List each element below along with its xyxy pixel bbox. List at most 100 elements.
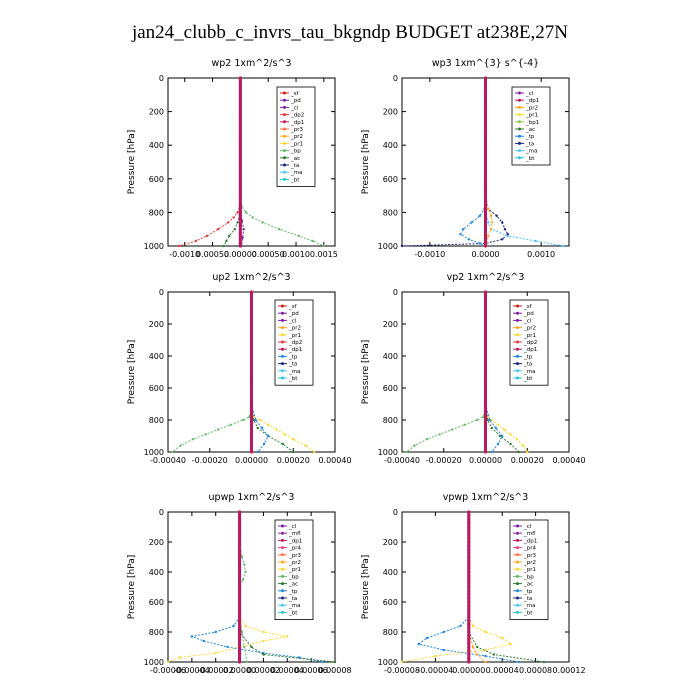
y-tick-label: 600 <box>149 175 164 184</box>
data-point <box>232 624 235 628</box>
zero-profile-marker <box>483 194 488 198</box>
zero-profile-marker <box>483 219 488 223</box>
zero-profile-marker <box>237 525 242 529</box>
data-point <box>304 444 307 447</box>
zero-profile-marker <box>483 438 488 442</box>
y-tick-label: 400 <box>149 352 164 361</box>
zero-profile-marker <box>238 198 242 202</box>
legend-label: _pr1 <box>525 113 538 119</box>
data-point <box>463 423 466 426</box>
zero-profile-marker <box>483 378 488 382</box>
zero-profile-marker <box>238 76 242 80</box>
y-tick-label: 0 <box>393 74 398 83</box>
x-tick-label: -0.0010 <box>169 250 200 259</box>
zero-profile-marker <box>467 641 471 645</box>
zero-profile-marker <box>483 118 488 122</box>
data-point <box>517 450 521 454</box>
zero-profile-marker <box>249 426 254 430</box>
zero-profile-marker <box>237 592 242 597</box>
series-line-tp <box>190 512 324 663</box>
zero-profile-marker <box>249 358 254 362</box>
legend-marker <box>516 531 519 535</box>
zero-profile-marker <box>237 615 242 619</box>
data-point <box>434 654 437 658</box>
legend-marker <box>281 567 284 571</box>
zero-profile-marker <box>238 194 242 198</box>
zero-profile-marker <box>249 338 254 342</box>
legend-label: _tp <box>523 354 533 360</box>
zero-profile-marker <box>249 362 254 366</box>
zero-profile-marker <box>483 244 488 248</box>
data-point <box>262 442 266 446</box>
zero-profile-marker <box>467 581 471 585</box>
data-point <box>509 442 512 446</box>
zero-profile-marker <box>483 122 488 126</box>
zero-profile-marker <box>483 181 488 185</box>
legend-label: _ac <box>290 156 300 162</box>
legend-marker <box>516 553 519 557</box>
x-tick-label: 0.00000 <box>469 456 502 465</box>
data-point <box>292 438 295 441</box>
zero-profile-marker <box>483 398 488 402</box>
zero-profile-marker <box>467 600 471 604</box>
zero-profile-marker <box>238 114 242 118</box>
data-point <box>490 450 493 454</box>
legend-label: _ta <box>523 362 532 368</box>
zero-profile-marker <box>237 607 242 612</box>
legend-label: _pr2 <box>525 105 538 111</box>
legend-marker <box>281 582 284 586</box>
legend-label: _cl <box>288 524 297 530</box>
data-point <box>438 433 441 436</box>
data-point <box>501 434 504 438</box>
figure-title: jan24_clubb_c_invrs_tau_bkgndp BUDGET at… <box>131 22 568 43</box>
y-axis-label: Pressure [hPa] <box>127 555 137 620</box>
data-point <box>413 444 416 447</box>
zero-profile-marker <box>249 422 254 426</box>
zero-profile-marker <box>467 656 471 660</box>
data-point <box>256 426 259 430</box>
data-point <box>240 630 244 634</box>
zero-profile-marker <box>237 630 242 634</box>
zero-profile-marker <box>238 139 242 143</box>
x-tick-label: -0.00020 <box>192 456 228 465</box>
zero-profile-marker <box>238 160 242 164</box>
data-point <box>400 660 404 664</box>
zero-profile-marker <box>238 206 242 210</box>
data-point <box>232 216 235 219</box>
legend-marker <box>516 347 519 351</box>
data-point <box>243 645 246 649</box>
legend-label: _dp2 <box>290 113 304 119</box>
data-point <box>179 444 182 447</box>
legend-label: _cl <box>288 318 297 324</box>
zero-profile-marker <box>483 414 488 418</box>
y-tick-label: 200 <box>149 320 164 329</box>
legend-marker <box>281 524 284 528</box>
data-point <box>236 221 239 224</box>
panel-title: upwp 1xm^2/s^3 <box>209 492 295 503</box>
data-point <box>470 221 473 224</box>
zero-profile-marker <box>483 173 488 177</box>
legend-marker <box>281 376 284 380</box>
zero-profile-marker <box>249 402 254 406</box>
zero-profile-marker <box>249 310 254 314</box>
legend-label: _pr1 <box>523 567 536 573</box>
legend-label: _ma <box>525 149 537 155</box>
legend-marker <box>516 574 519 578</box>
data-point <box>471 624 475 628</box>
data-point <box>166 660 170 664</box>
panel-title: wp2 1xm^2/s^3 <box>212 58 292 69</box>
zero-profile-marker <box>238 147 242 151</box>
legend-marker <box>516 560 519 564</box>
zero-profile-marker <box>238 89 242 93</box>
y-tick-label: 1000 <box>378 658 398 667</box>
zero-profile-marker <box>483 143 488 147</box>
legend-marker <box>518 141 521 145</box>
zero-profile-marker <box>467 532 471 537</box>
zero-profile-marker <box>483 202 488 206</box>
zero-profile-marker <box>237 604 242 608</box>
data-point <box>462 228 465 231</box>
legend-marker <box>516 546 519 550</box>
legend-label: _dp1 <box>290 120 304 126</box>
legend-marker <box>516 304 519 308</box>
legend-marker <box>518 120 521 124</box>
